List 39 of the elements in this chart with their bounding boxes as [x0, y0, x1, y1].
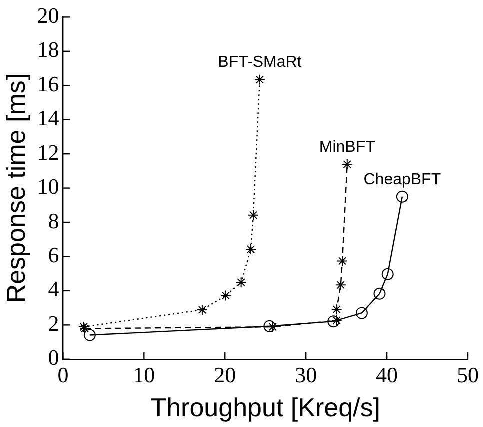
point — [342, 159, 353, 170]
point — [356, 307, 368, 320]
point — [246, 244, 257, 256]
point — [196, 304, 208, 316]
x-tick-label: 20 — [214, 362, 236, 388]
series-label: BFT-SMaRt — [218, 54, 302, 72]
point — [396, 190, 408, 203]
point — [236, 277, 247, 288]
point — [84, 329, 96, 342]
x-tick-label: 30 — [295, 362, 318, 388]
x-axis-title: Throughput [Kreq/s] — [150, 392, 381, 423]
point — [248, 210, 259, 221]
point — [331, 315, 342, 326]
x-tick-label: 40 — [376, 362, 398, 388]
y-tick-label: 14 — [37, 106, 60, 131]
x-tick-label: 10 — [133, 362, 156, 388]
point — [337, 256, 348, 267]
y-tick-label: 6 — [48, 242, 60, 268]
y-tick-label: 18 — [37, 37, 60, 62]
point — [254, 74, 266, 86]
point — [374, 288, 386, 300]
point — [382, 268, 394, 280]
point — [328, 316, 340, 328]
y-tick-label: 20 — [37, 2, 60, 28]
y-tick-label: 4 — [48, 276, 60, 302]
series-label: CheapBFT — [364, 171, 442, 188]
point — [264, 320, 276, 332]
y-axis-title: Response time [ms] — [0, 73, 31, 304]
y-tick-label: 12 — [37, 140, 60, 165]
point — [335, 280, 346, 291]
y-tick-label: 8 — [48, 208, 60, 234]
x-tick-label: 50 — [457, 362, 479, 388]
y-tick-label: 16 — [37, 71, 60, 96]
y-tick-label: 0 — [48, 345, 60, 370]
point — [331, 304, 342, 316]
y-tick-label: 10 — [37, 174, 60, 200]
y-tick-label: 2 — [48, 310, 60, 336]
series-label: MinBFT — [319, 138, 376, 156]
point — [220, 290, 232, 302]
